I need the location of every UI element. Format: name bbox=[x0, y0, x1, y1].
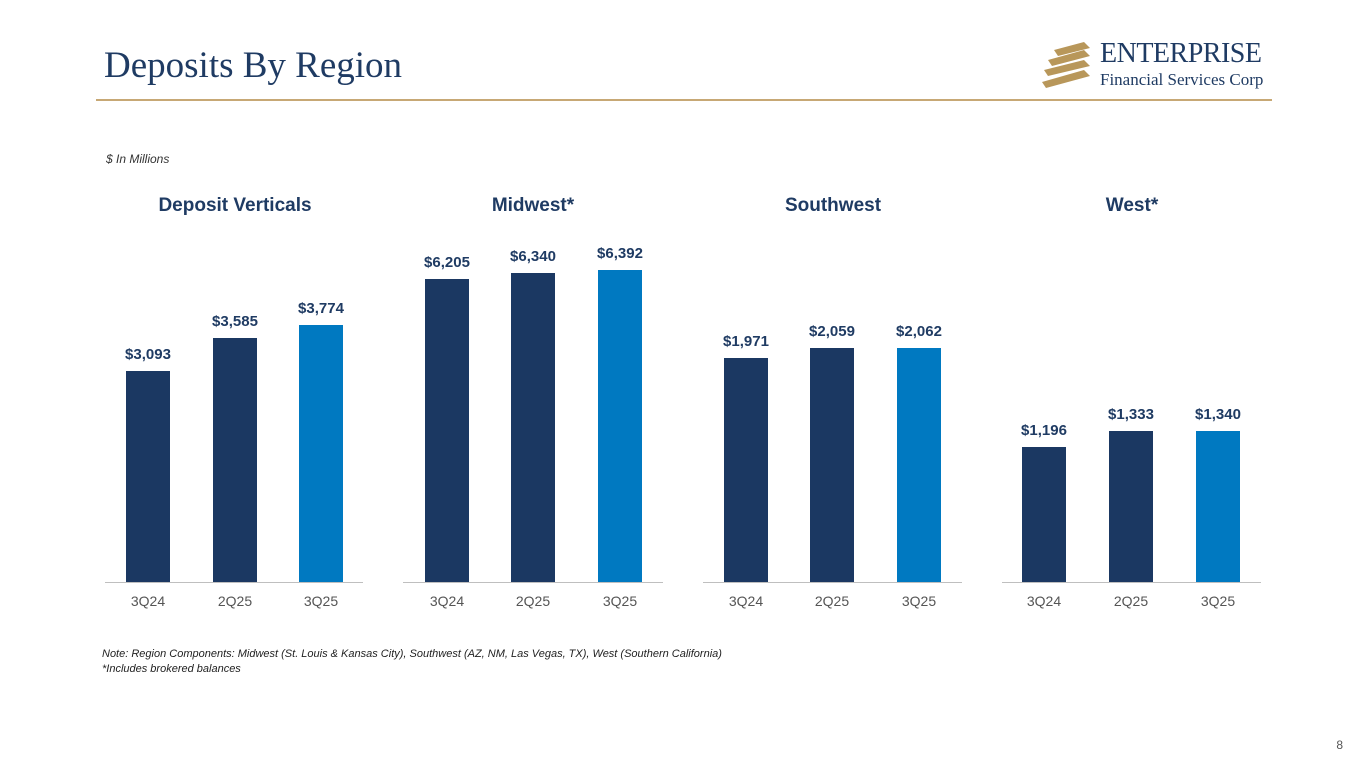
note-regions: Note: Region Components: Midwest (St. Lo… bbox=[102, 648, 722, 660]
chart-title: West* bbox=[1105, 195, 1159, 216]
chart-title: Midwest* bbox=[491, 195, 575, 216]
header-rule bbox=[96, 99, 1272, 101]
units-label: $ In Millions bbox=[106, 152, 170, 166]
bar bbox=[724, 357, 768, 582]
x-tick-label: 3Q25 bbox=[901, 593, 937, 609]
chart-title: Deposit Verticals bbox=[158, 195, 312, 216]
data-label: $2,062 bbox=[896, 322, 942, 340]
data-label: $2,059 bbox=[809, 322, 855, 340]
data-label: $3,585 bbox=[212, 312, 258, 330]
x-tick-label: 2Q25 bbox=[814, 593, 850, 609]
bar bbox=[897, 347, 941, 582]
chart-title: Southwest bbox=[784, 195, 882, 216]
bar bbox=[299, 324, 343, 582]
x-tick-label: 3Q24 bbox=[429, 593, 465, 609]
x-tick-label: 3Q24 bbox=[130, 593, 166, 609]
x-tick-label: 3Q25 bbox=[1200, 593, 1236, 609]
data-label: $1,971 bbox=[723, 332, 769, 350]
bar bbox=[1196, 430, 1240, 582]
page-title: Deposits By Region bbox=[104, 45, 403, 86]
bar bbox=[810, 347, 854, 582]
bar bbox=[598, 270, 642, 582]
x-axis-line bbox=[1002, 582, 1261, 583]
x-tick-label: 3Q24 bbox=[1026, 593, 1062, 609]
logo-stripes-icon bbox=[1042, 42, 1090, 88]
x-tick-label: 3Q25 bbox=[602, 593, 638, 609]
bar bbox=[1109, 431, 1153, 582]
data-label: $6,392 bbox=[597, 245, 643, 263]
data-label: $1,333 bbox=[1108, 406, 1154, 424]
company-logo: ENTERPRISE Financial Services Corp bbox=[1040, 38, 1280, 92]
logo-text-subtitle: Financial Services Corp bbox=[1100, 70, 1264, 89]
data-label: $3,774 bbox=[298, 299, 344, 317]
x-tick-label: 2Q25 bbox=[515, 593, 551, 609]
x-tick-label: 2Q25 bbox=[1113, 593, 1149, 609]
logo-text-enterprise: ENTERPRISE bbox=[1100, 38, 1262, 69]
bar bbox=[126, 371, 170, 582]
x-tick-label: 3Q25 bbox=[303, 593, 339, 609]
bar bbox=[511, 272, 555, 582]
note-brokered: *Includes brokered balances bbox=[102, 663, 241, 675]
x-tick-label: 3Q24 bbox=[728, 593, 764, 609]
data-label: $1,340 bbox=[1195, 405, 1241, 423]
x-tick-label: 2Q25 bbox=[217, 593, 253, 609]
x-axis-line bbox=[105, 582, 363, 583]
page-number: 8 bbox=[1336, 738, 1343, 752]
x-axis-line bbox=[403, 582, 663, 583]
data-label: $6,205 bbox=[424, 254, 470, 272]
bar bbox=[213, 337, 257, 582]
data-label: $1,196 bbox=[1021, 421, 1067, 439]
bar bbox=[1022, 446, 1066, 582]
bar bbox=[425, 279, 469, 582]
x-axis-line bbox=[703, 582, 962, 583]
data-label: $6,340 bbox=[510, 247, 556, 265]
data-label: $3,093 bbox=[125, 346, 171, 364]
